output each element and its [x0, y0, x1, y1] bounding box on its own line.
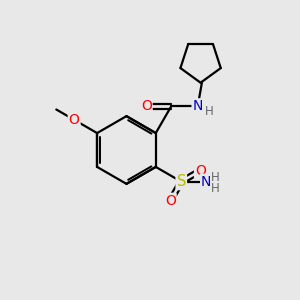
Text: H: H [211, 171, 220, 184]
Text: O: O [141, 99, 152, 113]
Text: N: N [193, 99, 203, 113]
Text: S: S [177, 174, 186, 189]
Text: H: H [211, 182, 220, 195]
Text: H: H [205, 105, 213, 118]
Text: O: O [195, 164, 206, 178]
Text: O: O [165, 194, 176, 208]
Text: O: O [69, 113, 80, 127]
Text: N: N [201, 175, 211, 189]
